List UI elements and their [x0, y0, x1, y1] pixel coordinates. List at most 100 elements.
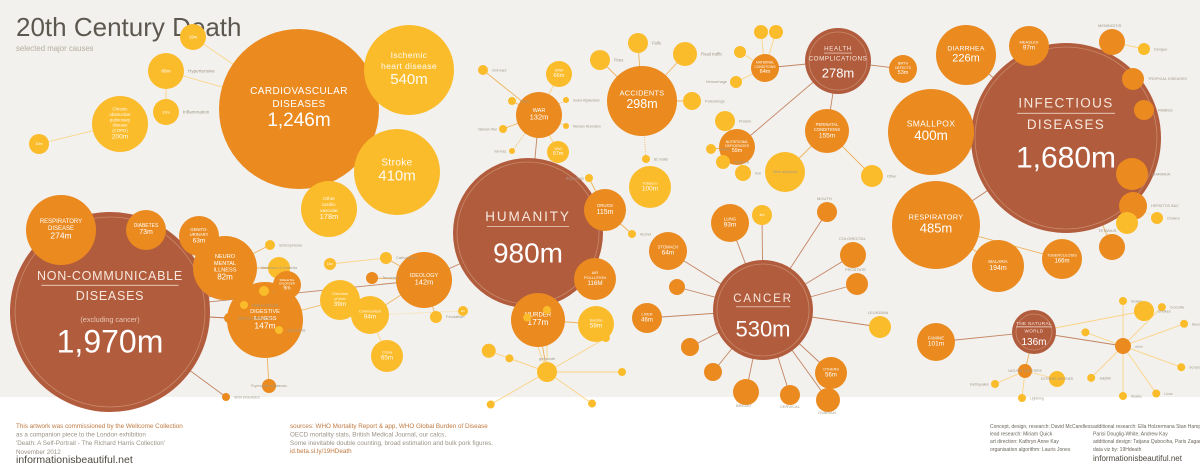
svg-text:DRUGS: DRUGS: [597, 203, 613, 208]
svg-text:RESPIRATORY: RESPIRATORY: [40, 219, 82, 225]
svg-text:organisation algorithm: Lauris: organisation algorithm: Lauris Jones: [990, 447, 1071, 453]
svg-text:68m: 68m: [161, 69, 170, 75]
svg-text:MOUTH: MOUTH: [817, 196, 832, 201]
svg-text:heart disease: heart disease: [381, 61, 437, 71]
svg-text:DISEASES: DISEASES: [272, 99, 325, 110]
svg-text:MARARIA: MARARIA: [1152, 172, 1171, 177]
svg-text:STOMACH: STOMACH: [658, 244, 679, 249]
svg-text:PROSTATE: PROSTATE: [845, 267, 866, 272]
svg-text:Hemorrhage: Hemorrhage: [706, 80, 727, 84]
svg-text:9m: 9m: [283, 286, 290, 292]
svg-text:39m: 39m: [334, 301, 347, 308]
svg-text:Scorpions: Scorpions: [1189, 366, 1200, 370]
svg-text:CARDIOVASCULAR: CARDIOVASCULAR: [250, 86, 348, 97]
svg-text:132m: 132m: [530, 112, 549, 121]
svg-text:INFECTIOUS: INFECTIOUS: [1018, 96, 1113, 111]
svg-text:informationisbeautiful.net: informationisbeautiful.net: [1093, 454, 1183, 463]
svg-text:Protein: Protein: [739, 120, 751, 124]
svg-text:Vitamin A: Vitamin A: [734, 161, 750, 165]
svg-text:46m: 46m: [641, 317, 653, 323]
svg-text:Ischemic: Ischemic: [391, 50, 428, 60]
svg-text:of liver: of liver: [334, 296, 346, 301]
svg-text:TROPICAL DISEASES: TROPICAL DISEASES: [1148, 77, 1187, 81]
svg-text:20th Century Death: 20th Century Death: [16, 12, 241, 42]
svg-text:Earthquakes: Earthquakes: [970, 383, 989, 387]
svg-text:166m: 166m: [1054, 258, 1069, 264]
svg-text:63m: 63m: [193, 237, 206, 244]
svg-text:additional research: Ella Holz: additional research: Ella Holzermana Sta…: [1093, 424, 1200, 430]
svg-text:64m: 64m: [662, 250, 675, 257]
svg-text:Iodine: Iodine: [720, 148, 730, 152]
svg-text:URINARY: URINARY: [190, 232, 209, 237]
svg-text:400m: 400m: [914, 128, 948, 143]
svg-text:298m: 298m: [626, 97, 657, 111]
svg-text:CANCER: CANCER: [733, 293, 793, 305]
svg-text:OVARIAN: OVARIAN: [818, 410, 836, 415]
svg-text:142m: 142m: [415, 277, 434, 286]
svg-text:disease: disease: [112, 123, 128, 128]
svg-text:Bees: Bees: [1192, 322, 1200, 326]
svg-text:200m: 200m: [112, 134, 128, 141]
svg-text:97m: 97m: [1023, 45, 1035, 52]
svg-text:19m: 19m: [189, 34, 198, 39]
svg-text:10m: 10m: [162, 109, 170, 114]
svg-text:DIARRHEA: DIARRHEA: [947, 45, 984, 52]
svg-text:Cholera: Cholera: [1167, 217, 1180, 221]
svg-text:Illegal drugs: Illegal drugs: [566, 177, 585, 181]
svg-text:Schizophrenia: Schizophrenia: [279, 244, 302, 248]
svg-text:Jellyfish: Jellyfish: [1099, 376, 1111, 380]
svg-text:Psychoactive substances: Psychoactive substances: [251, 384, 287, 388]
svg-text:Lightning: Lightning: [1030, 397, 1044, 401]
svg-text:155m: 155m: [819, 132, 835, 139]
svg-text:HUMANITY: HUMANITY: [485, 209, 571, 224]
svg-text:Suicide: Suicide: [589, 317, 603, 322]
svg-text:Hypertensive: Hypertensive: [188, 69, 215, 74]
svg-text:Snakes: Snakes: [1158, 310, 1171, 314]
svg-text:LIVER: LIVER: [642, 313, 653, 317]
svg-text:73m: 73m: [139, 229, 153, 236]
svg-text:Catholicism: Catholicism: [396, 255, 417, 260]
svg-text:'Death: A Self-Portrait - The: 'Death: A Self-Portrait - The Richard Ha…: [16, 440, 165, 447]
svg-text:CONDITIONS: CONDITIONS: [754, 65, 776, 69]
svg-text:116M: 116M: [587, 280, 602, 287]
svg-text:DISEASES: DISEASES: [1027, 117, 1105, 132]
svg-text:65m: 65m: [381, 355, 393, 362]
svg-text:226m: 226m: [952, 52, 980, 64]
svg-text:lead research: Miriam Quick: lead research: Miriam Quick: [990, 432, 1053, 438]
svg-text:Other: Other: [323, 196, 335, 202]
svg-text:Korea: Korea: [520, 100, 529, 104]
svg-text:HEPATITIS B&C: HEPATITIS B&C: [1151, 204, 1179, 208]
svg-text:147m: 147m: [254, 320, 275, 330]
svg-text:Inflammation: Inflammation: [183, 110, 210, 115]
svg-text:TETANUS: TETANUS: [1098, 228, 1117, 233]
svg-text:Vietnam War: Vietnam War: [478, 128, 498, 132]
svg-text:980m: 980m: [493, 238, 563, 269]
svg-text:BREAST: BREAST: [736, 403, 753, 408]
svg-text:66m: 66m: [554, 73, 565, 79]
svg-text:attack: attack: [1135, 345, 1144, 349]
svg-text:THE NATURAL: THE NATURAL: [1016, 321, 1052, 326]
svg-text:Terrorism: Terrorism: [382, 275, 399, 280]
svg-text:BC matter: BC matter: [654, 158, 669, 162]
svg-text:HEALTH: HEALTH: [824, 45, 852, 52]
svg-text:2m: 2m: [461, 309, 466, 313]
svg-text:id.beta.sl.ly/19HDeath: id.beta.sl.ly/19HDeath: [290, 448, 352, 455]
svg-text:Iran-Iraq: Iran-Iraq: [494, 150, 506, 154]
svg-text:530m: 530m: [735, 317, 790, 342]
svg-text:82m: 82m: [217, 273, 233, 282]
svg-text:56m: 56m: [825, 372, 837, 378]
svg-text:WWII: WWII: [555, 69, 564, 73]
svg-text:RABIES: RABIES: [1158, 108, 1173, 113]
svg-text:informationisbeautiful.net: informationisbeautiful.net: [16, 454, 133, 466]
svg-text:NON-COMMUNICABLE: NON-COMMUNICABLE: [37, 269, 183, 283]
svg-text:CERVICAL: CERVICAL: [780, 404, 801, 409]
svg-text:540m: 540m: [390, 71, 428, 88]
svg-text:COMPLICATIONS: COMPLICATIONS: [809, 55, 868, 62]
svg-text:Road traffic: Road traffic: [701, 52, 722, 57]
svg-text:274m: 274m: [50, 231, 71, 241]
svg-text:Some inevitable double countin: Some inevitable double counting, broad e…: [290, 440, 493, 447]
svg-text:(COPD): (COPD): [112, 128, 128, 133]
svg-text:Chronic: Chronic: [112, 107, 128, 112]
svg-text:59m: 59m: [590, 323, 603, 330]
svg-text:SMALLPOX: SMALLPOX: [907, 118, 956, 128]
